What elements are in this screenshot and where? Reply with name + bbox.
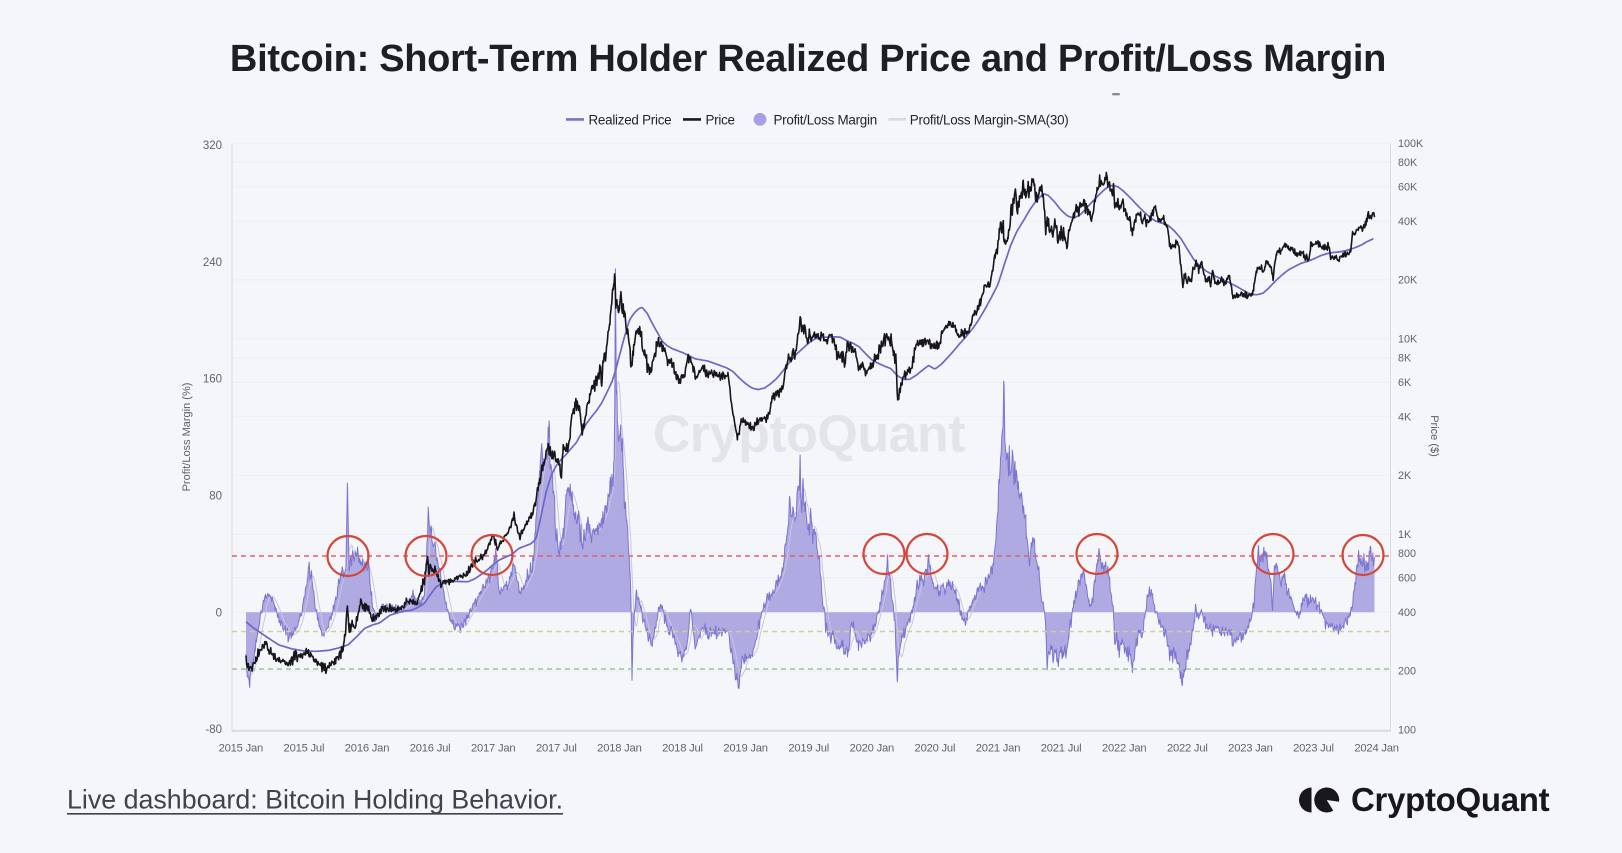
svg-text:2023 Jan: 2023 Jan bbox=[1228, 743, 1272, 755]
svg-text:Profit/Loss Margin (%): Profit/Loss Margin (%) bbox=[181, 383, 193, 492]
svg-text:2015 Jan: 2015 Jan bbox=[219, 743, 263, 755]
svg-text:8K: 8K bbox=[1398, 353, 1412, 365]
svg-text:100K: 100K bbox=[1398, 138, 1424, 150]
svg-text:2019 Jul: 2019 Jul bbox=[788, 743, 829, 755]
svg-text:100: 100 bbox=[1398, 725, 1416, 737]
svg-text:2016 Jan: 2016 Jan bbox=[345, 743, 389, 755]
svg-text:600: 600 bbox=[1398, 573, 1416, 585]
svg-text:320: 320 bbox=[203, 140, 222, 152]
svg-text:0: 0 bbox=[216, 607, 222, 619]
svg-text:2021 Jul: 2021 Jul bbox=[1041, 743, 1082, 755]
svg-text:160: 160 bbox=[203, 374, 222, 386]
svg-text:2021 Jan: 2021 Jan bbox=[976, 743, 1020, 755]
svg-text:20K: 20K bbox=[1398, 275, 1418, 287]
svg-text:2K: 2K bbox=[1398, 470, 1412, 482]
svg-text:6K: 6K bbox=[1398, 377, 1412, 389]
svg-text:400: 400 bbox=[1398, 607, 1416, 619]
svg-text:CryptoQuant: CryptoQuant bbox=[1351, 781, 1550, 818]
svg-text:Profit/Loss Margin-SMA(30): Profit/Loss Margin-SMA(30) bbox=[910, 112, 1069, 127]
svg-text:Price ($): Price ($) bbox=[1428, 415, 1440, 457]
svg-text:80K: 80K bbox=[1398, 157, 1418, 169]
svg-text:2017 Jul: 2017 Jul bbox=[536, 743, 577, 755]
svg-text:800: 800 bbox=[1398, 548, 1416, 560]
svg-text:1K: 1K bbox=[1398, 529, 1412, 541]
svg-text:4K: 4K bbox=[1398, 411, 1412, 423]
svg-text:-80: -80 bbox=[205, 724, 222, 736]
svg-text:2015 Jul: 2015 Jul bbox=[284, 743, 325, 755]
svg-text:240: 240 bbox=[203, 257, 222, 269]
svg-text:Realized Price: Realized Price bbox=[589, 112, 672, 127]
svg-text:2024 Jan: 2024 Jan bbox=[1354, 743, 1398, 755]
svg-text:2020 Jan: 2020 Jan bbox=[850, 743, 894, 755]
svg-text:Bitcoin: Short-Term Holder Rea: Bitcoin: Short-Term Holder Realized Pric… bbox=[230, 38, 1386, 80]
svg-text:60K: 60K bbox=[1398, 182, 1418, 194]
svg-text:2017 Jan: 2017 Jan bbox=[471, 743, 515, 755]
svg-text:2019 Jan: 2019 Jan bbox=[723, 743, 767, 755]
svg-text:2018 Jan: 2018 Jan bbox=[597, 743, 641, 755]
svg-text:2018 Jul: 2018 Jul bbox=[662, 743, 703, 755]
svg-text:Price: Price bbox=[706, 112, 735, 127]
svg-text:200: 200 bbox=[1398, 666, 1416, 678]
svg-text:10K: 10K bbox=[1398, 334, 1418, 346]
svg-text:Live dashboard: Bitcoin Holdin: Live dashboard: Bitcoin Holding Behavior… bbox=[67, 785, 563, 815]
svg-text:2016 Jul: 2016 Jul bbox=[410, 743, 451, 755]
svg-text:2020 Jul: 2020 Jul bbox=[915, 743, 956, 755]
svg-text:2022 Jul: 2022 Jul bbox=[1167, 743, 1208, 755]
svg-text:Profit/Loss Margin: Profit/Loss Margin bbox=[774, 112, 877, 127]
svg-text:80: 80 bbox=[209, 490, 222, 502]
svg-text:2022 Jan: 2022 Jan bbox=[1102, 743, 1146, 755]
svg-text:CryptoQuant: CryptoQuant bbox=[653, 406, 965, 464]
svg-text:40K: 40K bbox=[1398, 216, 1418, 228]
svg-text:2023 Jul: 2023 Jul bbox=[1293, 743, 1334, 755]
